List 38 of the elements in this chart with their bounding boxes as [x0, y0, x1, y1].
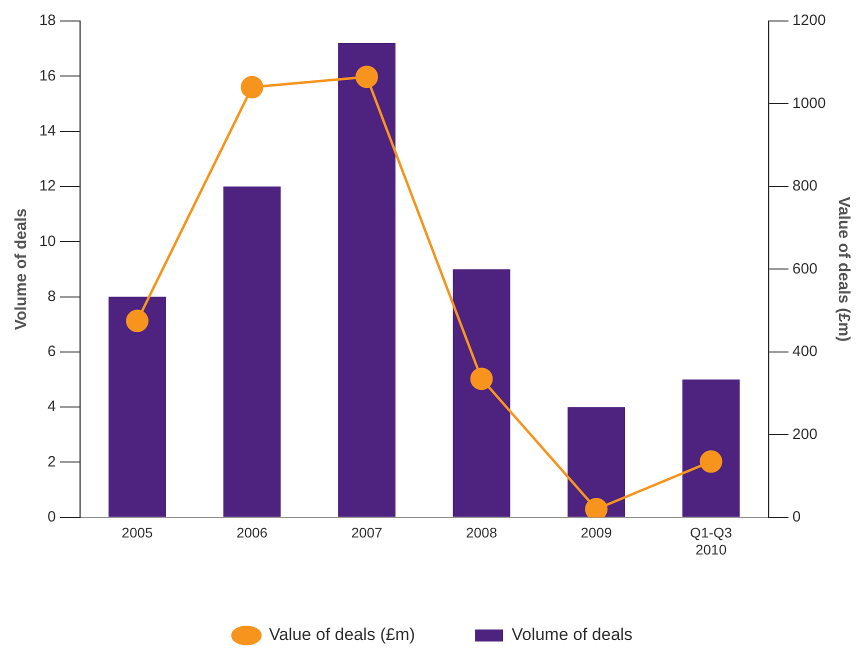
- bar: [452, 269, 510, 517]
- x-tick-label: 2008: [466, 524, 498, 541]
- x-tick-label: 2006: [236, 524, 268, 541]
- y2-tick-label: 600: [792, 260, 818, 278]
- legend-label: Volume of deals: [512, 625, 633, 644]
- point: [126, 310, 149, 332]
- x-tick-label: 2005: [122, 524, 154, 541]
- y-tick-label: 8: [48, 288, 56, 305]
- x-tick-label: Q1-Q3 2010: [690, 524, 732, 558]
- x-tick-label: 2007: [351, 524, 383, 541]
- bar: [338, 43, 396, 517]
- y-axis-title: Volume of deals: [13, 208, 30, 330]
- point: [470, 368, 493, 390]
- y-tick-label: 0: [48, 508, 56, 526]
- bar: [568, 407, 625, 517]
- legend-label: Value of deals (£m): [268, 625, 416, 644]
- y2-tick-label: 400: [792, 343, 818, 360]
- y-tick-label: 10: [39, 232, 56, 250]
- point: [700, 450, 722, 473]
- y-tick-label: 6: [48, 343, 56, 360]
- y-tick-label: 4: [48, 398, 56, 416]
- y2-axis-title: Value of deals (£m): [834, 196, 852, 342]
- bar: [223, 186, 281, 517]
- y-tick-label: 14: [39, 122, 56, 140]
- y-tick-label: 12: [39, 178, 56, 195]
- y-tick-label: 16: [39, 67, 56, 84]
- y2-tick-label: 800: [792, 178, 818, 195]
- point: [356, 66, 378, 88]
- y2-tick-label: 1200: [792, 12, 826, 30]
- bar: [108, 296, 166, 517]
- x-tick-label: 2009: [580, 524, 612, 541]
- point: [240, 76, 264, 98]
- y2-tick-label: 0: [792, 508, 801, 526]
- y-tick-label: 18: [39, 12, 56, 30]
- y2-tick-label: 200: [792, 426, 818, 443]
- bar: [682, 380, 740, 517]
- y-tick-label: 2: [48, 453, 56, 470]
- y2-tick-label: 1000: [792, 94, 826, 112]
